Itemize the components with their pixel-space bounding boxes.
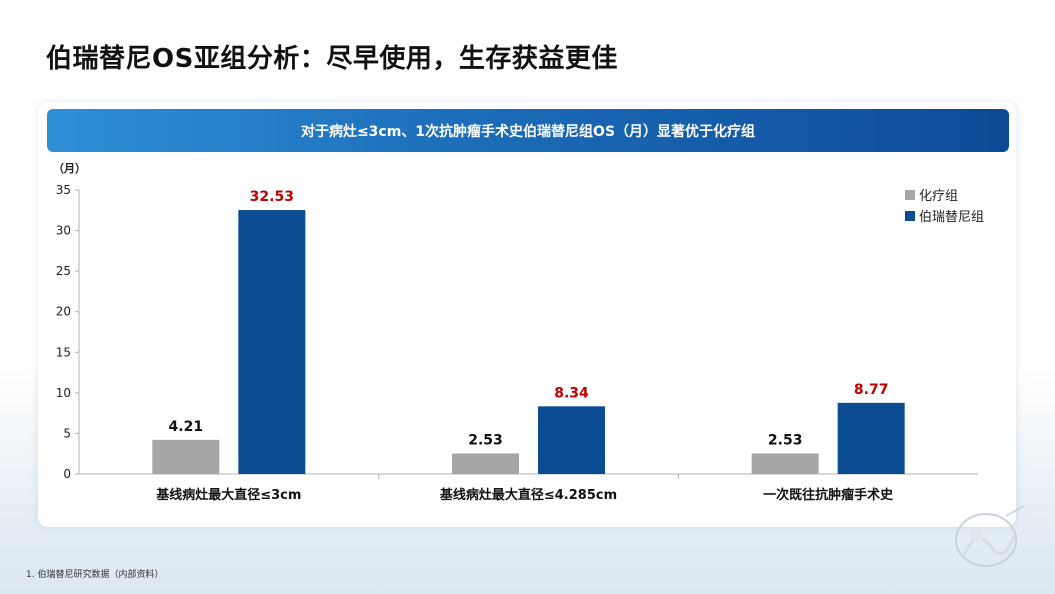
data-label: 32.53	[250, 189, 294, 205]
y-tick-label: 15	[56, 345, 71, 359]
y-tick-label: 5	[63, 426, 71, 440]
bar-drug	[538, 406, 605, 474]
x-tick-label: 一次既往抗肿瘤手术史	[763, 487, 894, 503]
data-label: 2.53	[468, 432, 503, 448]
y-tick-label: 20	[56, 305, 71, 319]
legend-swatch	[905, 211, 915, 221]
bar-chemo	[152, 439, 220, 474]
y-axis-label: （月）	[53, 162, 86, 175]
legend-swatch	[905, 190, 915, 200]
bar-chemo	[452, 453, 519, 474]
x-tick-label: 基线病灶最大直径≤3cm	[155, 487, 301, 503]
footnote: 1. 伯瑞替尼研究数据（内部资料）	[26, 570, 164, 580]
data-label: 2.53	[768, 432, 803, 448]
y-tick-label: 0	[63, 467, 71, 481]
page-title: 伯瑞替尼OS亚组分析：尽早使用，生存获益更佳	[46, 44, 618, 74]
data-label: 8.77	[854, 382, 889, 398]
legend-label: 伯瑞替尼组	[919, 210, 984, 225]
bar-drug	[837, 402, 905, 474]
y-tick-label: 35	[56, 183, 71, 197]
x-tick-label: 基线病灶最大直径≤4.285cm	[439, 487, 617, 503]
data-label: 4.21	[169, 419, 204, 435]
decorative-logo	[955, 505, 1025, 567]
y-tick-label: 25	[56, 264, 71, 278]
y-tick-label: 10	[56, 386, 71, 400]
bar-chemo	[751, 453, 819, 474]
bar-drug	[238, 210, 306, 474]
data-label: 8.34	[554, 385, 589, 401]
y-tick-label: 30	[56, 224, 71, 238]
legend-label: 化疗组	[919, 189, 958, 204]
conclusion-banner: 对于病灶≤3cm、1次抗肿瘤手术史伯瑞替尼组OS（月）显著优于化疗组	[47, 109, 1009, 152]
